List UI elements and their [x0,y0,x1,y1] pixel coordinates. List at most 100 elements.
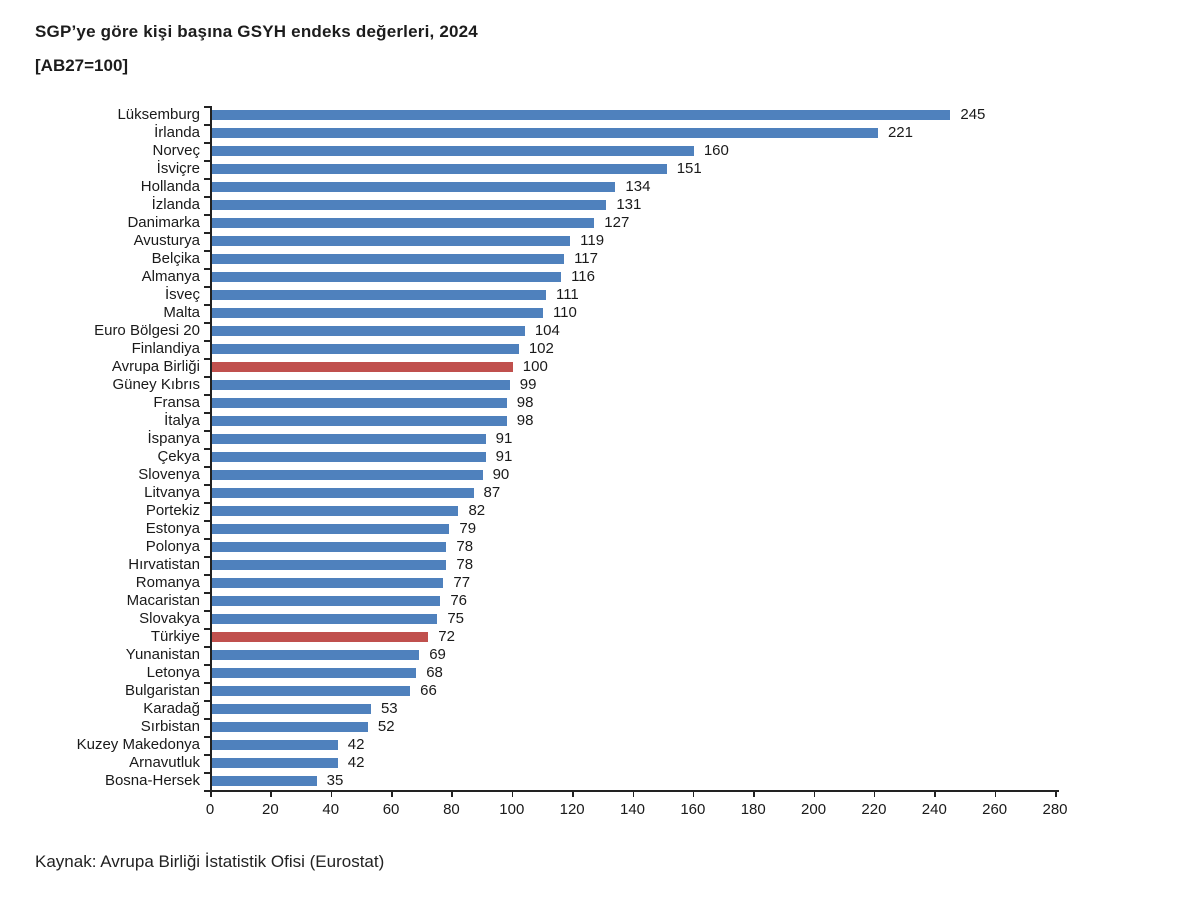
category-label: Polonya [145,538,200,555]
category-label: Letonya [146,664,200,681]
value-label: 72 [438,628,455,645]
category-label: Belçika [151,250,200,267]
chart-title: SGP’ye göre kişi başına GSYH endeks değe… [35,22,478,41]
x-axis-tick [994,790,997,797]
category-label: Güney Kıbrıs [112,376,200,393]
x-axis-tick [873,790,876,797]
bar [211,542,447,552]
bar [211,128,878,138]
category-label: Bosna-Hersek [104,772,200,789]
y-axis-tick [204,232,210,234]
value-label: 160 [703,142,729,159]
source-note: Kaynak: Avrupa Birliği İstatistik Ofisi … [35,852,385,871]
bar [211,740,338,750]
value-label: 116 [571,268,595,285]
x-axis-tick [632,790,634,797]
x-tick-label: 20 [262,801,279,818]
category-label: Karadağ [143,700,200,717]
y-axis-tick [204,358,210,360]
value-label: 66 [420,682,437,699]
y-axis-tick [204,286,210,288]
x-axis-tick [391,790,393,797]
value-label: 82 [468,502,486,519]
y-axis-tick [204,322,210,324]
y-axis-tick [204,790,210,792]
x-axis-tick [813,790,816,797]
y-axis-tick [204,574,210,576]
category-label: İsviçre [156,160,200,177]
x-axis-tick [210,790,212,797]
x-axis-tick [1055,790,1057,797]
y-axis-tick [204,484,210,486]
value-label: 52 [377,718,395,735]
value-label: 98 [516,412,534,429]
y-axis-tick [204,772,210,774]
category-label: Çekya [157,448,200,465]
bar [211,200,607,210]
y-axis-tick [204,412,210,414]
y-axis-tick [204,718,210,720]
bar [211,380,510,390]
value-label: 42 [347,754,365,771]
bar [211,218,595,228]
bar [211,524,450,534]
value-label: 90 [492,466,510,483]
y-axis-tick [204,502,210,504]
value-label: 91 [495,448,513,465]
x-tick-label: 200 [801,801,827,818]
bar [211,560,447,570]
bar [211,686,411,696]
value-label: 91 [495,430,513,447]
value-label: 87 [483,484,501,501]
x-axis-tick [451,790,453,797]
category-label: Euro Bölgesi 20 [94,322,200,339]
category-label: Slovakya [139,610,200,627]
category-label: Fransa [153,394,200,411]
value-label: 35 [326,772,344,789]
category-label: Finlandiya [131,340,200,357]
category-label: Sırbistan [140,718,200,735]
value-label: 42 [347,736,365,753]
bar [211,326,525,336]
category-label: Romanya [135,574,200,591]
value-label: 100 [522,358,548,375]
y-axis-tick [204,214,210,216]
x-tick-label: 260 [982,801,1008,818]
value-label: 76 [450,592,468,609]
y-axis-tick [204,646,210,648]
category-label: Hollanda [140,178,200,195]
value-label: 111 [555,286,579,303]
y-axis-tick [204,124,210,126]
y-axis-tick [204,520,210,522]
category-label: Slovenya [138,466,200,483]
y-axis-tick [204,628,210,630]
y-axis-tick [204,610,210,612]
y-axis-tick [204,160,210,162]
category-label: Macaristan [126,592,200,609]
x-tick-label: 120 [559,801,585,818]
value-label: 79 [459,520,477,537]
y-axis-tick [204,340,210,342]
value-label: 102 [528,340,554,357]
value-label: 117 [574,250,598,267]
bar [211,668,417,678]
x-tick-label: 40 [322,801,340,818]
category-label: Avusturya [133,232,200,249]
category-label: İtalya [164,412,200,429]
x-tick-label: 140 [619,801,646,818]
bar [211,758,338,768]
x-axis-line [210,790,1059,792]
category-label: Estonya [145,520,200,537]
x-axis-tick [270,790,272,797]
value-label: 75 [447,610,465,627]
bar [211,506,459,516]
bar [211,182,616,192]
bar [211,488,474,498]
bar [211,290,546,300]
y-axis-tick [204,556,210,558]
category-label: İsveç [164,286,200,303]
value-label: 78 [456,538,474,555]
bar-highlighted [211,362,513,372]
category-label: Lüksemburg [117,106,200,123]
